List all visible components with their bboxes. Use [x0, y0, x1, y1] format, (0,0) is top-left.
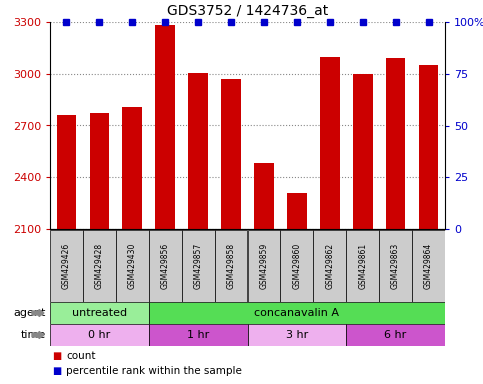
- Text: percentile rank within the sample: percentile rank within the sample: [66, 366, 242, 376]
- Bar: [247, 324, 346, 346]
- Bar: [83, 230, 116, 302]
- Bar: [353, 74, 372, 229]
- Bar: [313, 230, 346, 302]
- Text: GSM429860: GSM429860: [292, 243, 301, 289]
- Text: time: time: [21, 330, 46, 340]
- Bar: [214, 230, 247, 302]
- Bar: [50, 302, 149, 324]
- Text: GSM429858: GSM429858: [227, 243, 236, 289]
- Text: agent: agent: [14, 308, 46, 318]
- Text: ■: ■: [52, 366, 61, 376]
- Bar: [50, 230, 83, 302]
- Bar: [254, 164, 274, 229]
- Bar: [281, 230, 313, 302]
- Text: GSM429857: GSM429857: [194, 243, 203, 289]
- Bar: [412, 230, 445, 302]
- Text: GSM429859: GSM429859: [259, 243, 269, 289]
- Bar: [57, 115, 76, 229]
- Bar: [116, 230, 149, 302]
- Bar: [386, 58, 406, 229]
- Text: 3 hr: 3 hr: [286, 330, 308, 340]
- Bar: [346, 230, 379, 302]
- Text: GSM429428: GSM429428: [95, 243, 104, 289]
- Bar: [379, 230, 412, 302]
- Text: GSM429856: GSM429856: [161, 243, 170, 289]
- Text: GSM429862: GSM429862: [325, 243, 334, 289]
- Text: count: count: [66, 351, 96, 361]
- Bar: [188, 73, 208, 229]
- Bar: [149, 230, 182, 302]
- Title: GDS3752 / 1424736_at: GDS3752 / 1424736_at: [167, 4, 328, 18]
- Text: ■: ■: [52, 351, 61, 361]
- Bar: [320, 57, 340, 229]
- Bar: [149, 324, 247, 346]
- Bar: [182, 230, 214, 302]
- Text: 1 hr: 1 hr: [187, 330, 209, 340]
- Bar: [419, 65, 439, 229]
- Text: 0 hr: 0 hr: [88, 330, 111, 340]
- Bar: [50, 324, 149, 346]
- Bar: [89, 113, 109, 229]
- Bar: [221, 79, 241, 229]
- Text: GSM429864: GSM429864: [424, 243, 433, 289]
- Text: GSM429430: GSM429430: [128, 243, 137, 289]
- Text: GSM429426: GSM429426: [62, 243, 71, 289]
- Text: untreated: untreated: [72, 308, 127, 318]
- Bar: [287, 193, 307, 229]
- Text: 6 hr: 6 hr: [384, 330, 407, 340]
- Bar: [247, 230, 281, 302]
- Bar: [156, 25, 175, 229]
- Text: GSM429861: GSM429861: [358, 243, 367, 289]
- Text: GSM429863: GSM429863: [391, 243, 400, 289]
- Bar: [122, 106, 142, 229]
- Text: concanavalin A: concanavalin A: [255, 308, 340, 318]
- Bar: [149, 302, 445, 324]
- Bar: [346, 324, 445, 346]
